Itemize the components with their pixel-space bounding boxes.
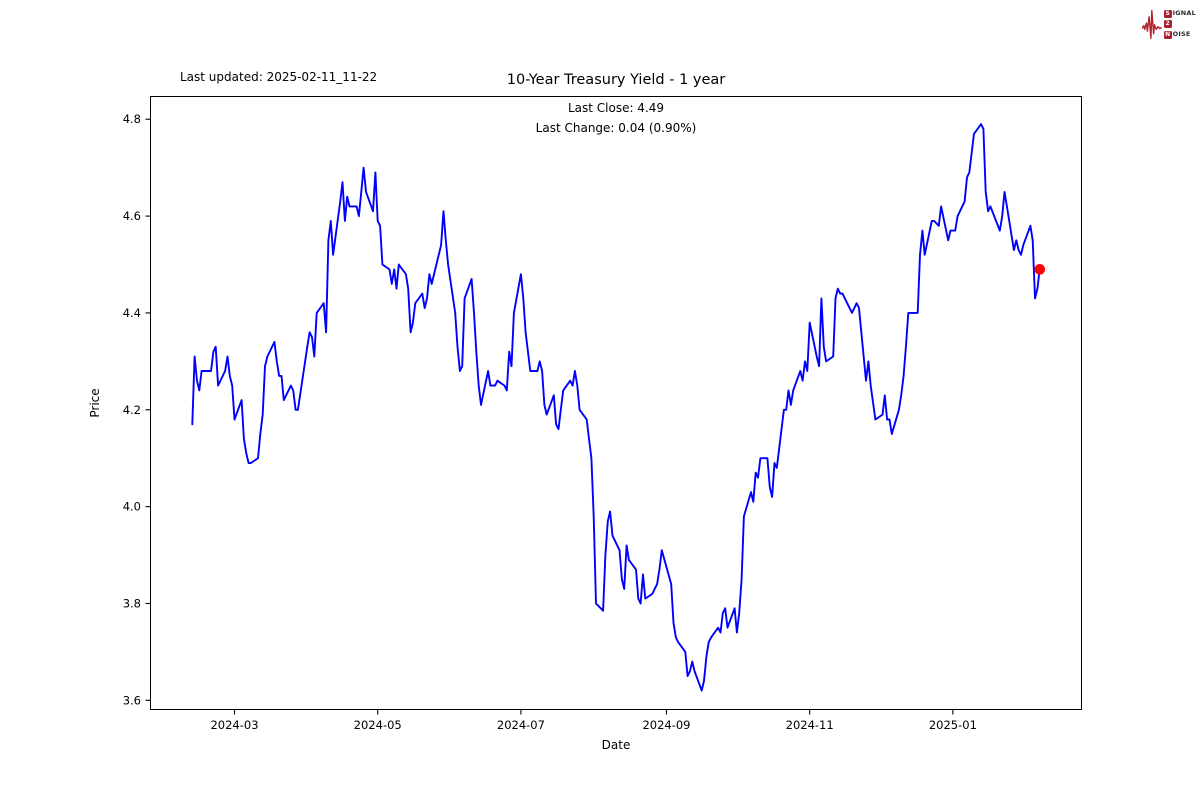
logo-row-2: 2 — [1163, 20, 1196, 28]
y-tick-label: 4.6 — [123, 209, 141, 223]
x-tick-label: 2024-09 — [642, 718, 690, 732]
x-tick-label: 2024-03 — [210, 718, 258, 732]
x-tick-label: 2024-05 — [354, 718, 402, 732]
waveform-icon — [1142, 9, 1162, 39]
y-axis-label: Price — [88, 388, 102, 418]
last-updated-text: Last updated: 2025-02-11_11-22 — [180, 70, 378, 84]
logo-word-noise: OISE — [1172, 30, 1191, 39]
logo-letter-s: S — [1163, 9, 1172, 18]
y-tick-label: 3.8 — [123, 596, 141, 610]
last-close-dot — [1034, 264, 1046, 275]
y-tick-label: 4.2 — [123, 403, 141, 417]
subtitle-last-change: Last Change: 0.04 (0.90%) — [535, 121, 697, 135]
x-tick-label: 2024-11 — [786, 718, 834, 732]
x-axis-label: Date — [601, 738, 631, 752]
y-tick-label: 4.4 — [123, 306, 141, 320]
price-line — [191, 123, 1041, 692]
plot-area — [150, 96, 1082, 710]
logo-row-signal: S IGNAL — [1163, 9, 1196, 18]
logo-word-signal: IGNAL — [1172, 9, 1196, 18]
x-tick-label: 2024-07 — [497, 718, 545, 732]
chart-subtitle: Last Close: 4.49 Last Change: 0.04 (0.90… — [150, 98, 1082, 138]
y-tick-label: 4.8 — [123, 112, 141, 126]
logo-row-noise: N OISE — [1163, 30, 1196, 39]
logo-letter-2: 2 — [1163, 20, 1172, 28]
x-tick-label: 2025-01 — [929, 718, 977, 732]
chart-title: 10-Year Treasury Yield - 1 year — [506, 72, 726, 88]
y-tick-label: 3.6 — [123, 693, 141, 707]
logo-text: S IGNAL 2 N OISE — [1163, 9, 1196, 39]
signal2noise-logo: S IGNAL 2 N OISE — [1142, 3, 1196, 45]
y-tick-label: 4.0 — [123, 500, 141, 514]
logo-letter-n: N — [1163, 30, 1172, 39]
subtitle-last-close: Last Close: 4.49 — [567, 101, 665, 115]
